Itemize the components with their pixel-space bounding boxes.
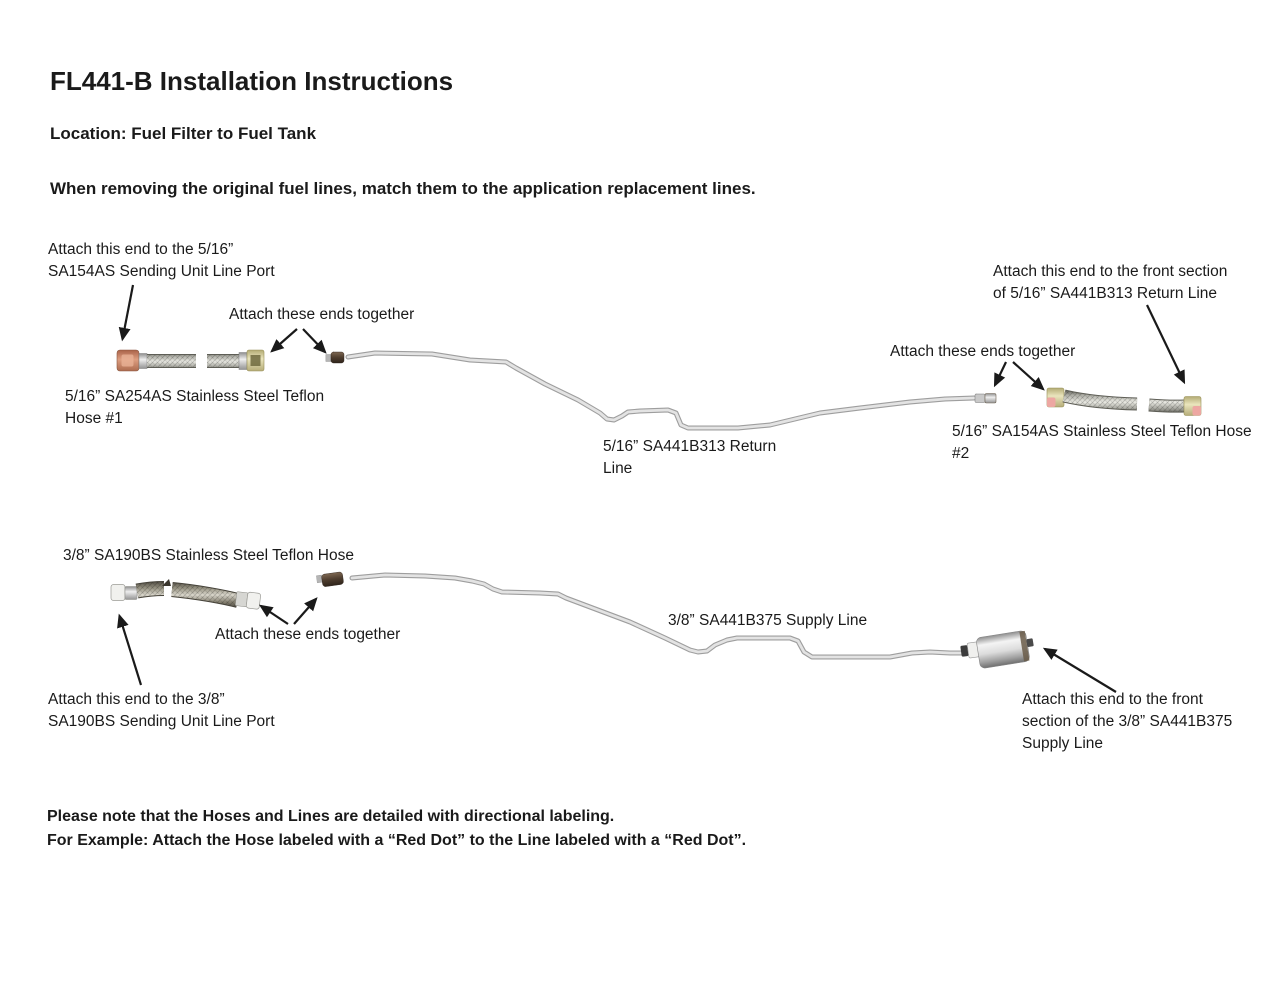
callout-arrows [117,284,1186,693]
return-line-front-fitting [984,393,997,404]
callout-top-attach-ends-left: Attach these ends together [229,306,415,323]
hose1-copper-highlight [121,354,134,367]
callout-top-attach-ends-right: Attach these ends together [890,343,1076,360]
supply-line-tube-edge [349,572,965,660]
callout-top-front-section: Attach this end to the front section of … [993,263,1228,302]
arrow-bottom-front-section [1042,647,1117,693]
label-hose1: 5/16” SA254AS Stainless Steel Teflon Hos… [65,388,325,427]
instruction-subheading: When removing the original fuel lines, m… [50,179,756,198]
hose2-red-dot-left [1047,397,1056,407]
callout-top-sending-port: Attach this end to the 5/16” SA154AS Sen… [48,241,275,280]
supply-line-end-knurl [321,571,344,587]
label-hose3: 3/8” SA190BS Stainless Steel Teflon Hose [63,547,354,564]
filter-outlet-nipple [1026,638,1034,648]
return-line-front-ferrule [974,393,986,403]
footer-note-line2: For Example: Attach the Hose labeled wit… [47,832,747,849]
callout-bottom-attach-ends: Attach these ends together [215,626,401,643]
hose1-graphic [116,349,265,372]
supply-line-graphic [316,571,965,660]
hose3-braid-b-texture [171,583,240,607]
hose3-fitting-right-hex [235,591,248,607]
return-line-tip-fitting [325,354,332,362]
hose3-fitting-right [235,591,261,610]
return-line-tube [346,351,976,430]
page-title: FL441-B Installation Instructions [50,66,454,96]
hose1-ferrule-right [238,352,248,370]
filter-rim [1019,630,1030,662]
hose2-braid-b-texture [1148,399,1186,412]
location-subheading: Location: Fuel Filter to Fuel Tank [50,124,317,143]
hose2-red-dot-right [1192,406,1201,416]
hose2-graphic [1046,387,1202,416]
arrow-bottom-ends-a [258,604,289,625]
arrow-top-ends-right-b [1012,361,1045,391]
hose3-clip-mark [162,579,171,586]
filter-body-group [976,630,1034,669]
callout-bottom-sending-port: Attach this end to the 3/8” SA190BS Send… [48,691,275,730]
footer-note-line1: Please note that the Hoses and Lines are… [47,808,615,825]
callout-bottom-front-section: Attach this end to the front section of … [1022,691,1233,752]
arrow-top-ends-right-a [993,361,1007,388]
arrow-top-ends-left-a [270,328,298,353]
fuel-filter-graphic [960,630,1034,669]
hose1-ferrule-left [138,353,148,369]
arrow-bottom-sending-port [117,613,143,686]
hose2-braid-a-texture [1062,390,1138,410]
hose1-brass-nut-face [250,355,261,366]
label-return-line: 5/16” SA441B313 Return Line [603,438,777,477]
return-line-graphic [325,350,997,431]
hose3-fitting-left-outer [110,584,126,601]
filter-inlet-ring [960,645,969,657]
arrow-top-ends-left-b [302,328,327,354]
arrow-top-sending-port [118,284,135,342]
arrow-top-front-section [1146,304,1186,385]
label-hose2: 5/16” SA154AS Stainless Steel Teflon Hos… [952,423,1252,462]
return-line-end-knurl [330,351,345,364]
footer-note: Please note that the Hoses and Lines are… [47,805,746,853]
arrow-bottom-ends-b [293,597,318,625]
hose3-braid-a-texture [135,582,165,598]
hose3-graphic [110,579,261,610]
return-line-tube-edge [345,350,977,431]
hose3-fitting-right-outer [245,591,261,610]
supply-line-tube [350,573,964,659]
hose3-fitting-left-hex [124,586,138,600]
label-supply-line: 3/8” SA441B375 Supply Line [668,612,868,629]
